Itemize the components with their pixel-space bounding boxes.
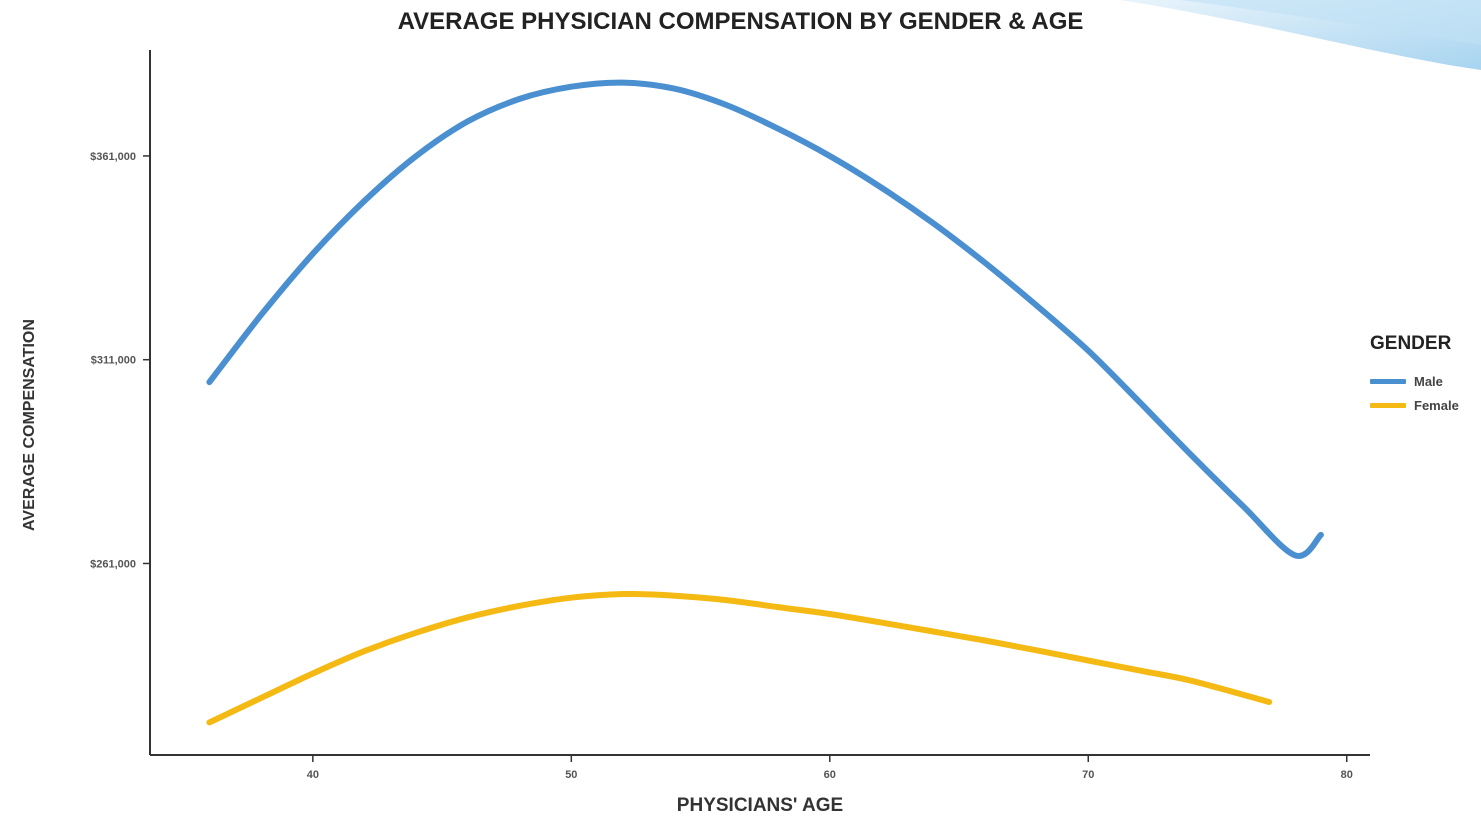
legend-title: GENDER [1370, 333, 1452, 354]
legend-item-female: Female [1370, 393, 1459, 417]
x-tick-label: 50 [565, 769, 577, 781]
x-tick-label: 70 [1082, 769, 1094, 781]
legend-key-female [1370, 402, 1406, 408]
series-line-female [206, 590, 1273, 726]
legend-label-male: Male [1414, 373, 1443, 389]
x-tick-label: 60 [824, 769, 836, 781]
x-tick-label: 80 [1341, 769, 1353, 781]
y-tick-label: $261,000 [90, 558, 136, 570]
chart-title: AVERAGE PHYSICIAN COMPENSATION BY GENDER… [397, 8, 1084, 35]
x-axis-title: PHYSICIANS' AGE [676, 795, 844, 816]
legend-label-female: Female [1414, 397, 1459, 413]
y-tick-label: $361,000 [90, 151, 136, 163]
series-line-male [206, 79, 1324, 559]
legend: GENDER Male Female [1370, 333, 1459, 417]
x-tick-label: 40 [307, 769, 319, 781]
legend-item-male: Male [1370, 369, 1459, 393]
y-axis-title: AVERAGE COMPENSATION [21, 319, 38, 531]
legend-key-male [1370, 378, 1406, 384]
y-tick-label: $311,000 [91, 355, 136, 367]
